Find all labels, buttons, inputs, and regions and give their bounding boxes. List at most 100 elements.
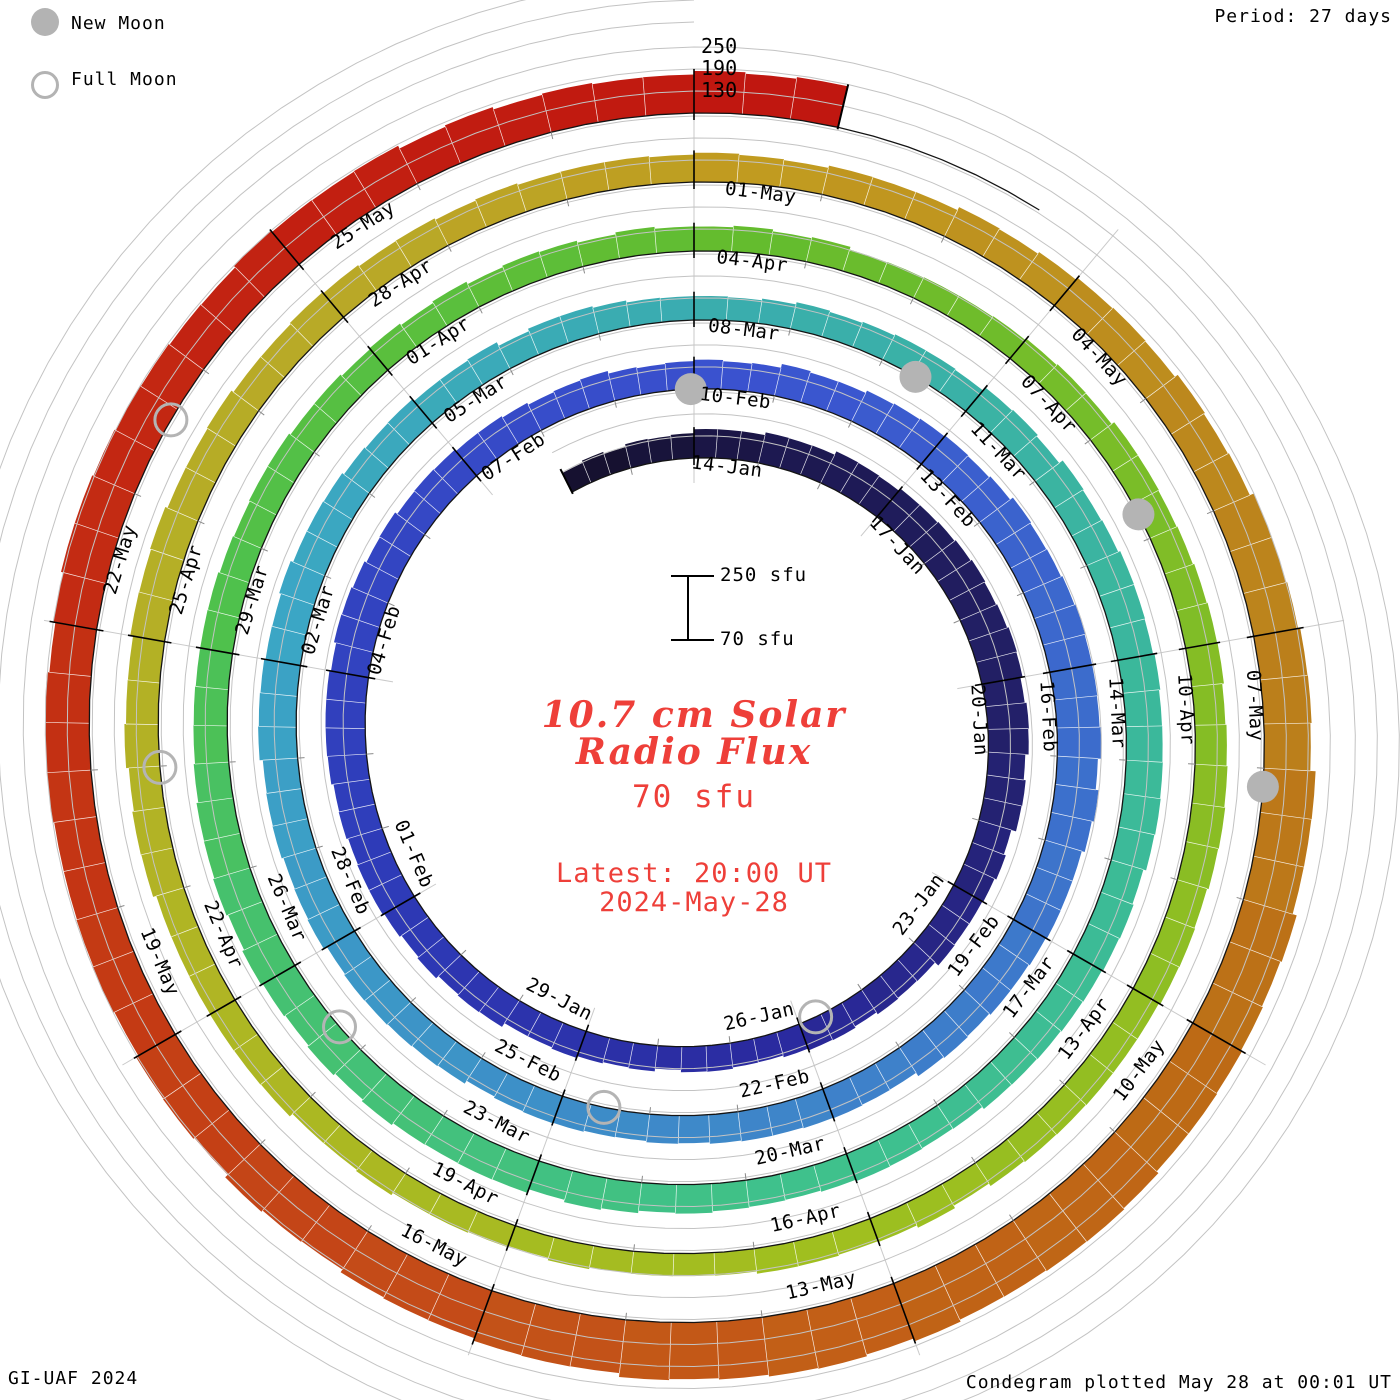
flux-bar (939, 369, 984, 412)
flux-bar (401, 302, 447, 347)
flux-bar (947, 295, 993, 336)
flux-bar (1054, 695, 1100, 728)
flux-bar (54, 816, 106, 872)
latest-date-label: 2024-May-28 (599, 887, 789, 918)
flux-axis-label: 130 (701, 78, 737, 102)
flux-bar (193, 762, 233, 803)
flux-bar (776, 1024, 809, 1058)
flux-bar (528, 392, 565, 431)
flux-bar (981, 677, 1025, 707)
flux-bar (1019, 252, 1077, 306)
current-flux-value: 70 sfu (632, 779, 756, 815)
flux-bar (875, 403, 920, 448)
flux-bar (592, 300, 631, 334)
flux-bar (564, 1170, 607, 1210)
flux-bar (233, 356, 285, 411)
flux-bar (327, 754, 370, 785)
flux-bar (479, 986, 520, 1027)
date-label: 20-Jan (966, 684, 992, 757)
flux-bar (1114, 1097, 1189, 1172)
flux-bar (562, 462, 591, 492)
flux-bar (982, 944, 1029, 991)
plotted-timestamp-label: Condegram plotted May 28 at 00:01 UT (965, 1372, 1392, 1393)
flux-bar (314, 374, 362, 423)
flux-bar (976, 652, 1023, 685)
flux-bar (852, 321, 895, 360)
flux-bar (670, 433, 694, 460)
flux-bar (203, 833, 250, 879)
flux-bar (348, 828, 392, 865)
flux-bar (136, 1034, 201, 1099)
flux-bar (880, 959, 917, 998)
scale-bottom-label: 70 sfu (720, 628, 795, 650)
flux-bar (631, 1251, 674, 1277)
flux-bar (904, 192, 958, 237)
flux-bar (736, 154, 784, 187)
flux-bar (961, 476, 1011, 523)
flux-bar (417, 936, 461, 979)
flux-bar (619, 1319, 672, 1381)
flux-bar (1185, 642, 1224, 687)
flux-bar (262, 965, 315, 1017)
flux-bar (528, 1161, 573, 1200)
flux-bar (979, 316, 1026, 359)
new-moon-marker (674, 373, 707, 406)
flux-bar (842, 249, 888, 283)
flux-bar (922, 1010, 968, 1058)
flux-bar (1055, 954, 1102, 1002)
flux-bar (1263, 723, 1311, 771)
flux-bar (646, 1114, 680, 1144)
flux-bar (189, 964, 235, 1015)
flux-bar (850, 1283, 914, 1355)
flux-bar (608, 367, 641, 401)
flux-bar (290, 403, 337, 453)
flux-bar (863, 177, 916, 220)
flux-bar (283, 848, 327, 890)
flux-bar (234, 1034, 283, 1085)
new-moon-marker (1246, 770, 1279, 803)
flux-bar (944, 207, 1000, 257)
flux-bar (333, 779, 375, 812)
flux-bar (813, 1153, 856, 1192)
flux-bar (457, 1133, 507, 1180)
flux-bar (428, 1274, 492, 1339)
flux-bar (63, 862, 118, 920)
flux-bar (820, 451, 859, 493)
new-moon-icon (31, 8, 59, 36)
flux-bar (1049, 1164, 1125, 1242)
flux-bar (559, 306, 599, 344)
flux-bar (1171, 413, 1228, 472)
flux-bar (975, 1220, 1047, 1297)
flux-bar (61, 523, 119, 584)
flux-bar (401, 917, 444, 958)
flux-bar (987, 752, 1026, 780)
flux-bar (379, 512, 425, 557)
date-label: 16-Feb (1035, 680, 1061, 753)
flux-bar (840, 462, 880, 505)
flux-bar (988, 728, 1029, 755)
flux-bar (669, 1321, 719, 1380)
full-moon-icon (31, 71, 59, 99)
flux-bar (615, 1110, 650, 1141)
scale-top-label: 250 sfu (720, 564, 808, 586)
period-label: Period: 27 days (1214, 6, 1392, 27)
flux-bar (1083, 1132, 1159, 1209)
flux-bar (522, 1085, 563, 1124)
flux-bar (875, 1047, 917, 1090)
flux-bar (124, 724, 160, 769)
flux-bar (944, 990, 990, 1037)
flux-bar (1212, 941, 1281, 1007)
flux-bar (1099, 584, 1145, 628)
flux-bar (1177, 841, 1219, 890)
full-moon-marker (153, 402, 189, 438)
flux-bar (1054, 277, 1113, 335)
flux-bar (975, 1139, 1025, 1186)
flux-bar (592, 77, 646, 123)
flux-bar (341, 587, 388, 628)
flux-bar (74, 475, 135, 538)
flux-bar (384, 896, 429, 937)
flux-bar (1026, 867, 1073, 911)
flux-bar (492, 1148, 539, 1193)
flux-bar (577, 234, 620, 267)
